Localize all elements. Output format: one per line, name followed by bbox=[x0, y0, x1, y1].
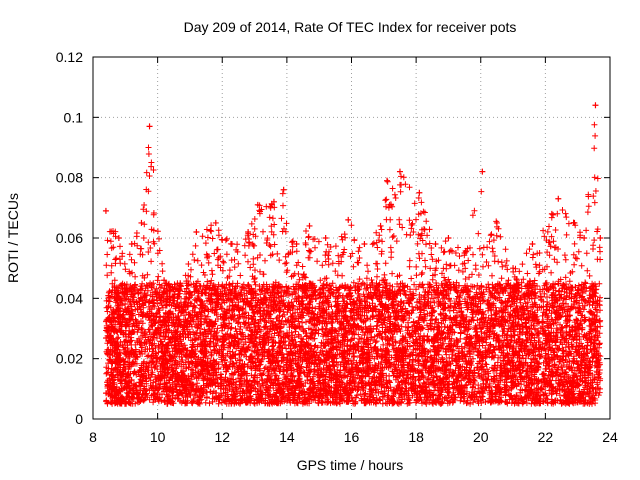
peak-point bbox=[445, 235, 452, 241]
peak-point bbox=[345, 216, 352, 223]
peak-point bbox=[322, 235, 329, 241]
peak-point bbox=[102, 207, 109, 214]
chart-title: Day 209 of 2014, Rate Of TEC Index for r… bbox=[184, 19, 517, 35]
scatter-points bbox=[103, 121, 604, 407]
peak-point bbox=[555, 195, 562, 202]
peak-point bbox=[254, 201, 261, 208]
peak-point bbox=[592, 102, 599, 109]
x-tick-label: 8 bbox=[89, 429, 97, 445]
y-tick-label: 0.12 bbox=[56, 49, 83, 65]
peak-point bbox=[280, 186, 287, 193]
peak-point bbox=[571, 219, 578, 226]
x-tick-label: 24 bbox=[602, 429, 618, 445]
y-axis-label: ROTI / TECUs bbox=[5, 193, 21, 283]
x-tick-label: 20 bbox=[473, 429, 489, 445]
peak-point bbox=[377, 222, 384, 229]
peak-point bbox=[115, 235, 122, 241]
y-tick-label: 0.08 bbox=[56, 170, 83, 186]
peak-point bbox=[177, 280, 184, 287]
peak-point bbox=[396, 168, 403, 175]
x-axis-label: GPS time / hours bbox=[297, 457, 404, 473]
x-tick-label: 12 bbox=[214, 429, 230, 445]
y-tick-label: 0 bbox=[75, 411, 83, 427]
x-tick-label: 18 bbox=[408, 429, 424, 445]
peak-point bbox=[245, 228, 252, 235]
peak-point bbox=[270, 198, 277, 205]
y-tick-label: 0.02 bbox=[56, 351, 83, 367]
peak-point bbox=[597, 235, 604, 241]
x-tick-label: 22 bbox=[538, 429, 554, 445]
x-tick-label: 14 bbox=[279, 429, 295, 445]
axis-ticks bbox=[92, 56, 611, 420]
peak-point bbox=[128, 241, 135, 248]
x-tick-labels: 8 10 12 14 16 18 20 22 24 bbox=[89, 429, 618, 445]
y-tick-label: 0.1 bbox=[64, 109, 84, 125]
peak-point bbox=[529, 241, 536, 248]
y-tick-label: 0.06 bbox=[56, 230, 83, 246]
peak-point bbox=[293, 241, 300, 248]
peak-point bbox=[146, 123, 153, 130]
data-points bbox=[102, 102, 604, 407]
peak-point bbox=[510, 265, 517, 272]
peak-point bbox=[384, 177, 391, 184]
x-tick-label: 16 bbox=[344, 429, 360, 445]
peak-point bbox=[161, 277, 168, 284]
peak-point bbox=[461, 250, 468, 257]
peak-point bbox=[581, 235, 588, 241]
y-tick-labels: 0 0.02 0.04 0.06 0.08 0.1 0.12 bbox=[56, 49, 83, 427]
peak-point bbox=[548, 210, 555, 217]
peak-point bbox=[361, 241, 368, 248]
peak-point bbox=[138, 219, 145, 226]
peak-point bbox=[479, 168, 486, 175]
peak-point bbox=[212, 219, 219, 226]
y-tick-label: 0.04 bbox=[56, 290, 83, 306]
peak-point bbox=[416, 189, 423, 196]
x-tick-label: 10 bbox=[150, 429, 166, 445]
peak-point bbox=[432, 241, 439, 248]
peak-point bbox=[493, 219, 500, 226]
peak-point bbox=[306, 222, 313, 229]
peak-point bbox=[193, 228, 200, 235]
peak-point bbox=[228, 241, 235, 248]
